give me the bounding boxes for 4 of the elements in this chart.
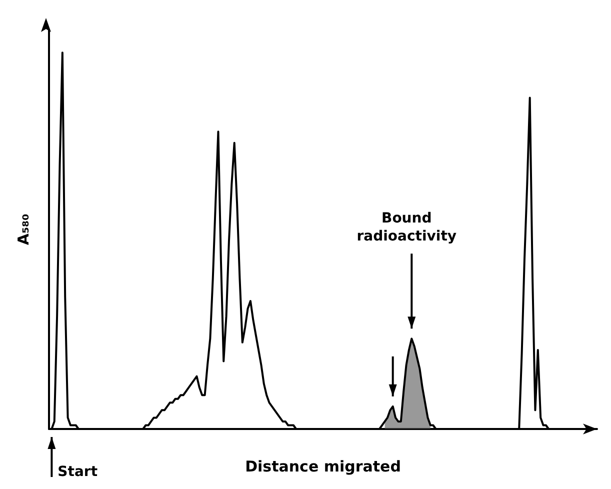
- x-axis-title: Distance migrated: [245, 458, 401, 476]
- y-axis-title: A₅₈₀: [14, 214, 32, 246]
- annotation: Bound radioactivity: [356, 210, 457, 245]
- text: Start: [58, 464, 98, 480]
